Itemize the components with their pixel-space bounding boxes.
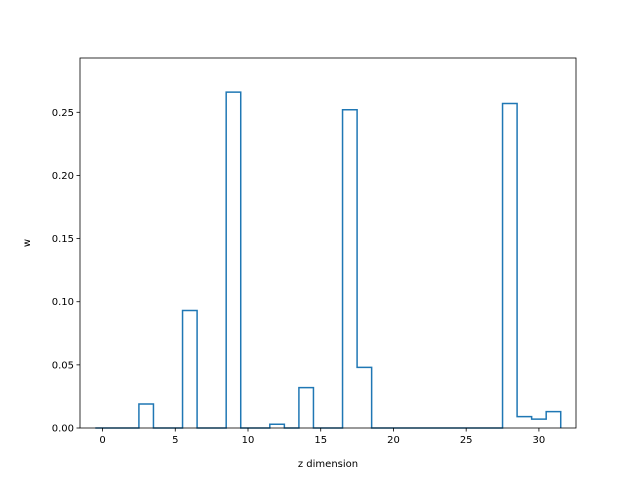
x-axis-title: z dimension <box>298 459 358 470</box>
y-axis-title: w <box>22 239 33 247</box>
x-tick-label: 15 <box>314 435 327 446</box>
x-tick-label: 30 <box>533 435 546 446</box>
x-tick-label: 20 <box>387 435 400 446</box>
y-tick-label: 0.20 <box>52 171 74 182</box>
x-tick-label: 0 <box>99 435 105 446</box>
y-tick-label: 0.25 <box>52 108 74 119</box>
x-tick-label: 5 <box>172 435 178 446</box>
y-tick-label: 0.15 <box>52 234 74 245</box>
x-tick-label: 10 <box>242 435 255 446</box>
y-tick-label: 0.10 <box>52 297 74 308</box>
y-tick-label: 0.00 <box>52 424 74 435</box>
plot-frame <box>79 57 577 429</box>
x-axis: 0 5 10 15 20 25 30 <box>99 428 545 446</box>
y-axis: 0.00 0.05 0.10 0.15 0.20 0.25 <box>52 108 80 435</box>
x-tick-label: 25 <box>460 435 473 446</box>
y-tick-label: 0.05 <box>52 360 74 371</box>
